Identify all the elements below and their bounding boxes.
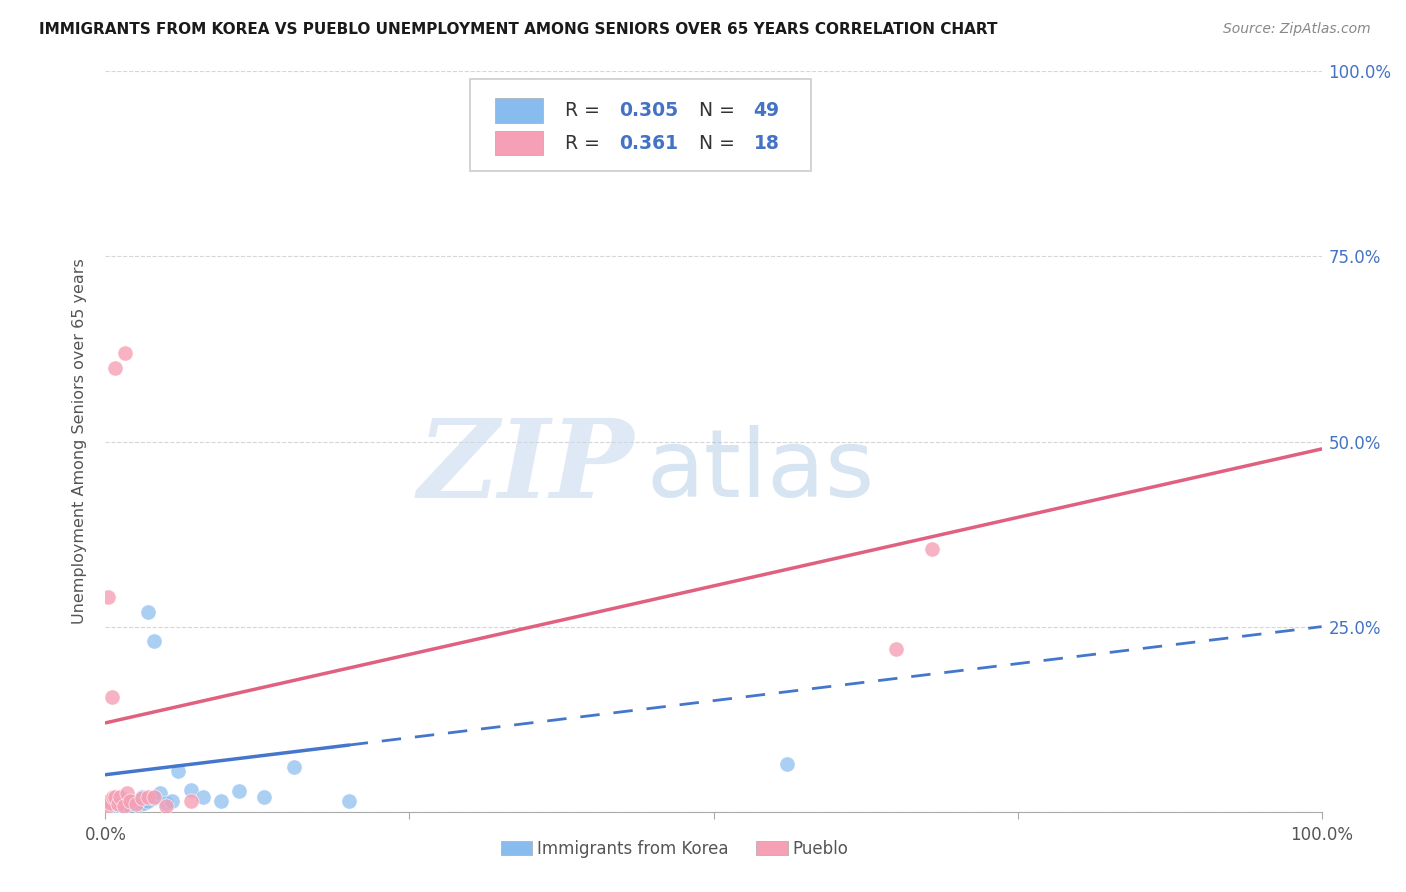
Point (101, 798, 124, 813)
Text: 18: 18 (754, 134, 779, 153)
Point (209, 794, 232, 808)
Point (97, 800, 120, 814)
Point (98, 799, 121, 814)
Point (101, 789, 124, 804)
Point (98, 794, 121, 808)
Point (149, 786, 172, 800)
Point (155, 796, 177, 810)
Point (101, 794, 124, 808)
Point (180, 782, 202, 797)
Point (283, 760, 305, 774)
Point (97, 796, 120, 810)
Point (98, 797, 121, 812)
Point (103, 797, 125, 812)
Text: R =: R = (565, 134, 606, 153)
Point (921, 541, 943, 556)
Text: IMMIGRANTS FROM KOREA VS PUEBLO UNEMPLOYMENT AMONG SENIORS OVER 65 YEARS CORRELA: IMMIGRANTS FROM KOREA VS PUEBLO UNEMPLOY… (39, 22, 998, 37)
Point (134, 796, 156, 810)
Text: 49: 49 (754, 101, 780, 120)
Point (98, 798, 121, 813)
Text: atlas: atlas (647, 425, 875, 517)
Point (121, 796, 143, 810)
Point (118, 794, 141, 808)
Point (98, 801, 121, 815)
Point (111, 796, 134, 810)
Text: N =: N = (699, 101, 741, 120)
Text: 0.361: 0.361 (619, 134, 678, 153)
FancyBboxPatch shape (495, 98, 543, 123)
Point (337, 794, 360, 808)
Text: R =: R = (565, 101, 606, 120)
Point (100, 797, 122, 812)
FancyBboxPatch shape (470, 78, 811, 171)
Point (98, 796, 121, 810)
Point (125, 794, 148, 808)
Point (136, 794, 159, 808)
Point (136, 605, 159, 619)
Point (117, 786, 139, 800)
Point (107, 791, 129, 805)
Point (114, 794, 136, 808)
Point (107, 796, 129, 810)
Point (100, 800, 122, 814)
Text: ZIP: ZIP (418, 414, 634, 521)
Point (112, 797, 135, 812)
Point (167, 764, 190, 778)
Point (131, 791, 153, 805)
Point (97, 798, 120, 813)
Y-axis label: Unemployment Among Seniors over 65 years: Unemployment Among Seniors over 65 years (72, 259, 87, 624)
Point (107, 797, 129, 812)
Point (100, 796, 122, 810)
Point (228, 784, 250, 798)
Point (775, 756, 797, 771)
FancyBboxPatch shape (495, 131, 543, 155)
Point (112, 798, 135, 813)
Point (96, 798, 118, 813)
Point (104, 360, 127, 375)
Point (108, 798, 131, 813)
Text: Source: ZipAtlas.com: Source: ZipAtlas.com (1223, 22, 1371, 37)
Point (162, 794, 184, 808)
Point (108, 797, 131, 812)
Point (114, 345, 136, 359)
Point (104, 789, 127, 804)
Point (103, 796, 125, 810)
FancyBboxPatch shape (756, 840, 787, 855)
Point (108, 789, 131, 804)
Point (96, 801, 118, 815)
Point (252, 789, 274, 804)
Point (97, 590, 120, 604)
Point (128, 797, 150, 812)
Point (105, 797, 128, 812)
Text: Pueblo: Pueblo (793, 839, 848, 858)
Point (180, 794, 202, 808)
Point (143, 634, 166, 648)
Text: N =: N = (699, 134, 741, 153)
Point (98, 794, 121, 808)
Text: 0.305: 0.305 (619, 101, 678, 120)
Text: Immigrants from Korea: Immigrants from Korea (537, 839, 728, 858)
Point (96, 797, 118, 812)
Point (98, 794, 121, 808)
Point (143, 791, 166, 805)
Point (110, 794, 132, 808)
Point (104, 798, 127, 813)
Point (131, 789, 153, 804)
Point (136, 789, 159, 804)
FancyBboxPatch shape (501, 840, 533, 855)
Point (125, 797, 148, 812)
Point (104, 796, 127, 810)
Point (884, 641, 907, 656)
Point (117, 797, 139, 812)
Point (155, 798, 177, 813)
Point (191, 789, 214, 804)
Point (118, 798, 141, 813)
Point (143, 789, 166, 804)
Point (97, 797, 120, 812)
Point (100, 690, 122, 704)
